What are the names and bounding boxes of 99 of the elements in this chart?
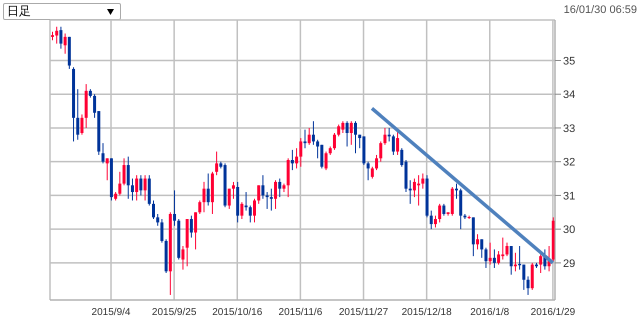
candlestick xyxy=(492,248,496,268)
candlestick xyxy=(232,181,235,200)
dropdown: 日足 xyxy=(3,3,121,20)
candlestick xyxy=(476,234,480,250)
candlestick xyxy=(370,166,374,180)
candlestick xyxy=(526,276,530,296)
candlestick xyxy=(228,188,231,210)
candlestick xyxy=(190,215,193,238)
candlestick xyxy=(135,174,138,201)
candlestick xyxy=(215,151,218,176)
y-tick-label: 34 xyxy=(563,89,576,102)
candlestick xyxy=(312,120,315,146)
y-tick-label: 30 xyxy=(563,224,576,236)
candlestick xyxy=(206,172,210,206)
candlestick xyxy=(308,127,311,146)
candlestick xyxy=(261,174,264,200)
candlestick xyxy=(76,88,80,140)
candlestick xyxy=(160,218,164,244)
candlestick xyxy=(64,32,67,54)
candlestick xyxy=(354,120,357,154)
x-tick-label: 2015/11/27 xyxy=(338,307,389,318)
candlestick xyxy=(320,144,324,169)
y-tick-label: 29 xyxy=(563,258,576,270)
y-tick-label: 33 xyxy=(563,122,576,135)
candlestick xyxy=(139,174,142,196)
candlestick xyxy=(346,120,349,148)
text: 16/01/30 06:59 xyxy=(564,4,637,16)
candlestick xyxy=(434,215,437,228)
candlestick xyxy=(253,198,256,223)
candlestick xyxy=(350,120,353,146)
candlestick xyxy=(366,161,370,181)
candlestick xyxy=(383,127,386,146)
candlestick xyxy=(274,180,278,210)
candlestick xyxy=(375,154,378,171)
candlestick xyxy=(59,26,62,50)
candlestick xyxy=(257,184,260,204)
candlestick xyxy=(106,158,109,181)
candlestick xyxy=(299,138,302,168)
candlestick xyxy=(130,178,134,201)
candlestick xyxy=(396,130,400,156)
candlestick xyxy=(337,124,340,137)
candlestick xyxy=(244,192,248,212)
y-tick-label: 31 xyxy=(563,190,576,202)
candlestick xyxy=(144,174,147,201)
candlestick xyxy=(408,180,412,204)
candlestick xyxy=(118,171,122,196)
candlestick xyxy=(484,247,488,268)
candlestick xyxy=(240,202,244,220)
candlestick xyxy=(480,238,484,258)
x-tick-label: 2015/12/18 xyxy=(402,307,452,318)
candlestick xyxy=(266,192,269,210)
candlestick xyxy=(126,156,130,200)
candlestick xyxy=(202,181,206,213)
y-tick-label: 35 xyxy=(563,55,576,68)
candlestick xyxy=(290,149,294,171)
candlestick xyxy=(455,183,458,200)
candlestick xyxy=(430,210,433,230)
candlestick xyxy=(388,127,391,142)
candlestick xyxy=(379,140,382,162)
candlestick xyxy=(341,120,344,134)
candlestick xyxy=(80,114,84,136)
candlestick xyxy=(194,212,198,250)
candlestick xyxy=(417,174,420,206)
candlestick xyxy=(152,200,155,220)
candlestick xyxy=(278,178,282,198)
candlestick xyxy=(270,188,273,212)
candlestick xyxy=(488,242,492,266)
candlestick xyxy=(539,254,542,274)
candlestick xyxy=(438,203,442,223)
candlestick xyxy=(442,203,446,216)
candlestick xyxy=(510,246,513,276)
candlestick xyxy=(324,151,328,171)
candlestick xyxy=(332,132,336,150)
candlestick xyxy=(421,172,424,190)
candlestick xyxy=(530,262,534,290)
y-tick-label: 32 xyxy=(563,156,576,169)
candlestick xyxy=(501,237,504,260)
x-tick-label: 2016/1/8 xyxy=(470,307,510,318)
candlestick xyxy=(156,213,160,226)
candlestick xyxy=(248,205,252,223)
candlestick xyxy=(181,246,184,270)
candlestick xyxy=(173,190,176,226)
candlestick xyxy=(102,142,104,164)
x-tick-label: 2015/9/25 xyxy=(152,307,197,318)
candlestick xyxy=(522,264,526,290)
x-tick-label: 2016/1/29 xyxy=(530,307,576,318)
candlestick xyxy=(514,252,517,272)
candlestick xyxy=(304,129,306,149)
candlestick xyxy=(295,148,298,169)
candlestick xyxy=(198,200,202,214)
candlestick xyxy=(412,178,416,198)
x-tick-label: 2015/11/6 xyxy=(278,307,323,318)
candlestick xyxy=(506,242,508,257)
candlestick xyxy=(392,134,395,156)
candlestick xyxy=(55,26,58,44)
x-tick-label: 2015/9/4 xyxy=(92,307,131,318)
x-tick-label: 2015/10/16 xyxy=(212,307,263,318)
candlestick xyxy=(497,250,500,266)
candlestick xyxy=(122,158,126,186)
